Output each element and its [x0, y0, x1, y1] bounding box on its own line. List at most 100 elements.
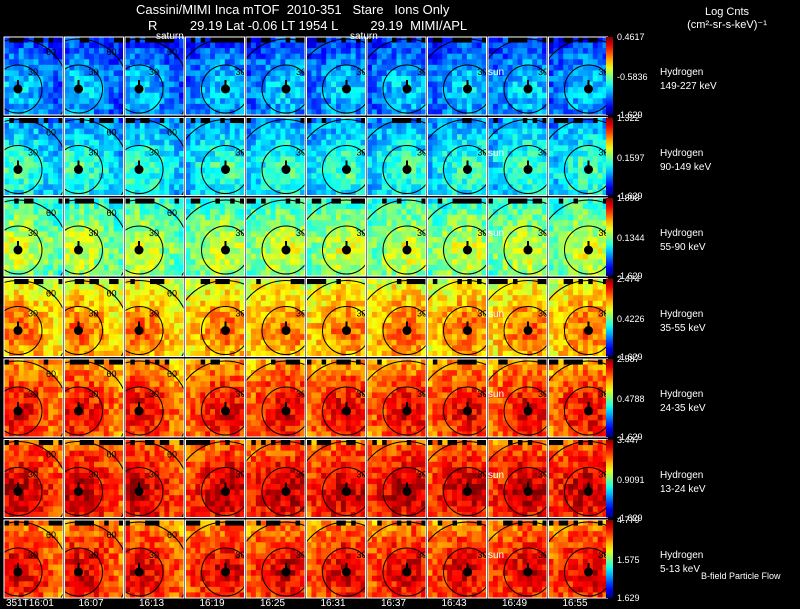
- contour-label: 30: [236, 309, 246, 319]
- time-label: 16:49: [502, 598, 528, 609]
- colorbar-mid: 0.1344: [617, 233, 645, 243]
- time-label: 16:25: [260, 598, 286, 609]
- contour-label: 60: [617, 208, 627, 218]
- colorbar-min: -1.629: [617, 432, 643, 442]
- colorbar: [606, 359, 613, 437]
- row-species-label: Hydrogen: [660, 147, 704, 159]
- contour-label: 30: [296, 550, 306, 560]
- planet-label: saturn: [350, 31, 378, 42]
- saturn-marker: [402, 245, 412, 255]
- saturn-marker: [74, 326, 83, 335]
- saturn-marker: [523, 406, 533, 416]
- contour-label: 30: [89, 228, 99, 238]
- saturn-marker: [134, 567, 144, 577]
- contour-label: 60: [107, 450, 117, 460]
- contour-label: 30: [149, 309, 159, 319]
- contour-label: 30: [28, 389, 38, 399]
- contour-label: 60: [617, 530, 627, 540]
- contour-label: 30: [538, 470, 548, 480]
- contour-label: 30: [478, 228, 488, 238]
- saturn-marker: [402, 406, 412, 416]
- saturn-marker: [402, 326, 412, 335]
- saturn-marker: [463, 487, 472, 496]
- time-label: 16:13: [139, 598, 165, 609]
- saturn-marker: [584, 165, 593, 174]
- contour-label: 30: [357, 389, 367, 399]
- contour-label: 30: [296, 228, 306, 238]
- colorbar: [606, 520, 613, 598]
- sun-label: sun: [488, 550, 505, 561]
- contour-label: 30: [417, 470, 427, 480]
- contour-label: 30: [236, 228, 246, 238]
- contour-label: 30: [236, 67, 246, 77]
- contour-label: 30: [417, 67, 427, 77]
- saturn-marker: [13, 245, 23, 255]
- saturn-marker: [134, 245, 144, 255]
- row-species-label: Hydrogen: [660, 228, 704, 239]
- row-species-label: Hydrogen: [660, 67, 704, 78]
- colorbar-mid: -0.5836: [617, 72, 648, 82]
- colorbar-max: 2.474: [617, 273, 640, 284]
- contour-label: 30: [478, 309, 488, 319]
- saturn-marker: [523, 487, 533, 496]
- saturn-marker: [134, 487, 144, 496]
- colorbar-mid: 0.1597: [617, 152, 645, 163]
- contour-label: 30: [149, 550, 159, 560]
- contour-label: 30: [599, 470, 609, 480]
- saturn-marker: [281, 487, 291, 496]
- time-label: 16:55: [562, 598, 588, 609]
- row-energy-label: 13-24 keV: [660, 483, 706, 495]
- sun-label: sun: [488, 147, 505, 159]
- saturn-marker: [74, 165, 83, 174]
- saturn-marker: [463, 567, 472, 577]
- contour-label: 30: [296, 148, 306, 158]
- contour-label: 30: [538, 148, 548, 158]
- contour-label: 30: [599, 228, 609, 238]
- contour-label: 30: [236, 148, 246, 158]
- contour-label: 30: [357, 550, 367, 560]
- contour-label: 30: [478, 67, 488, 77]
- saturn-marker: [221, 165, 230, 174]
- colorbar: [606, 198, 613, 276]
- saturn-marker: [584, 245, 593, 255]
- row-species-label: Hydrogen: [660, 550, 704, 561]
- row-energy-label: 149-227 keV: [660, 81, 717, 92]
- saturn-marker: [463, 165, 472, 174]
- contour-label: 60: [107, 128, 117, 138]
- saturn-marker: [221, 567, 230, 577]
- saturn-marker: [523, 326, 533, 335]
- contour-label: 30: [89, 309, 99, 319]
- saturn-marker: [74, 245, 83, 255]
- saturn-marker: [74, 406, 83, 416]
- sun-label: sun: [488, 469, 505, 481]
- saturn-marker: [463, 245, 472, 255]
- saturn-marker: [134, 165, 144, 174]
- saturn-marker: [584, 487, 593, 496]
- saturn-marker: [342, 165, 351, 174]
- saturn-marker: [342, 487, 351, 496]
- contour-label: 60: [46, 369, 56, 379]
- unit-line-1: Log Cnts: [704, 6, 750, 18]
- saturn-marker: [13, 165, 23, 174]
- colorbar-max: 1.898: [617, 193, 640, 203]
- saturn-marker: [402, 487, 412, 496]
